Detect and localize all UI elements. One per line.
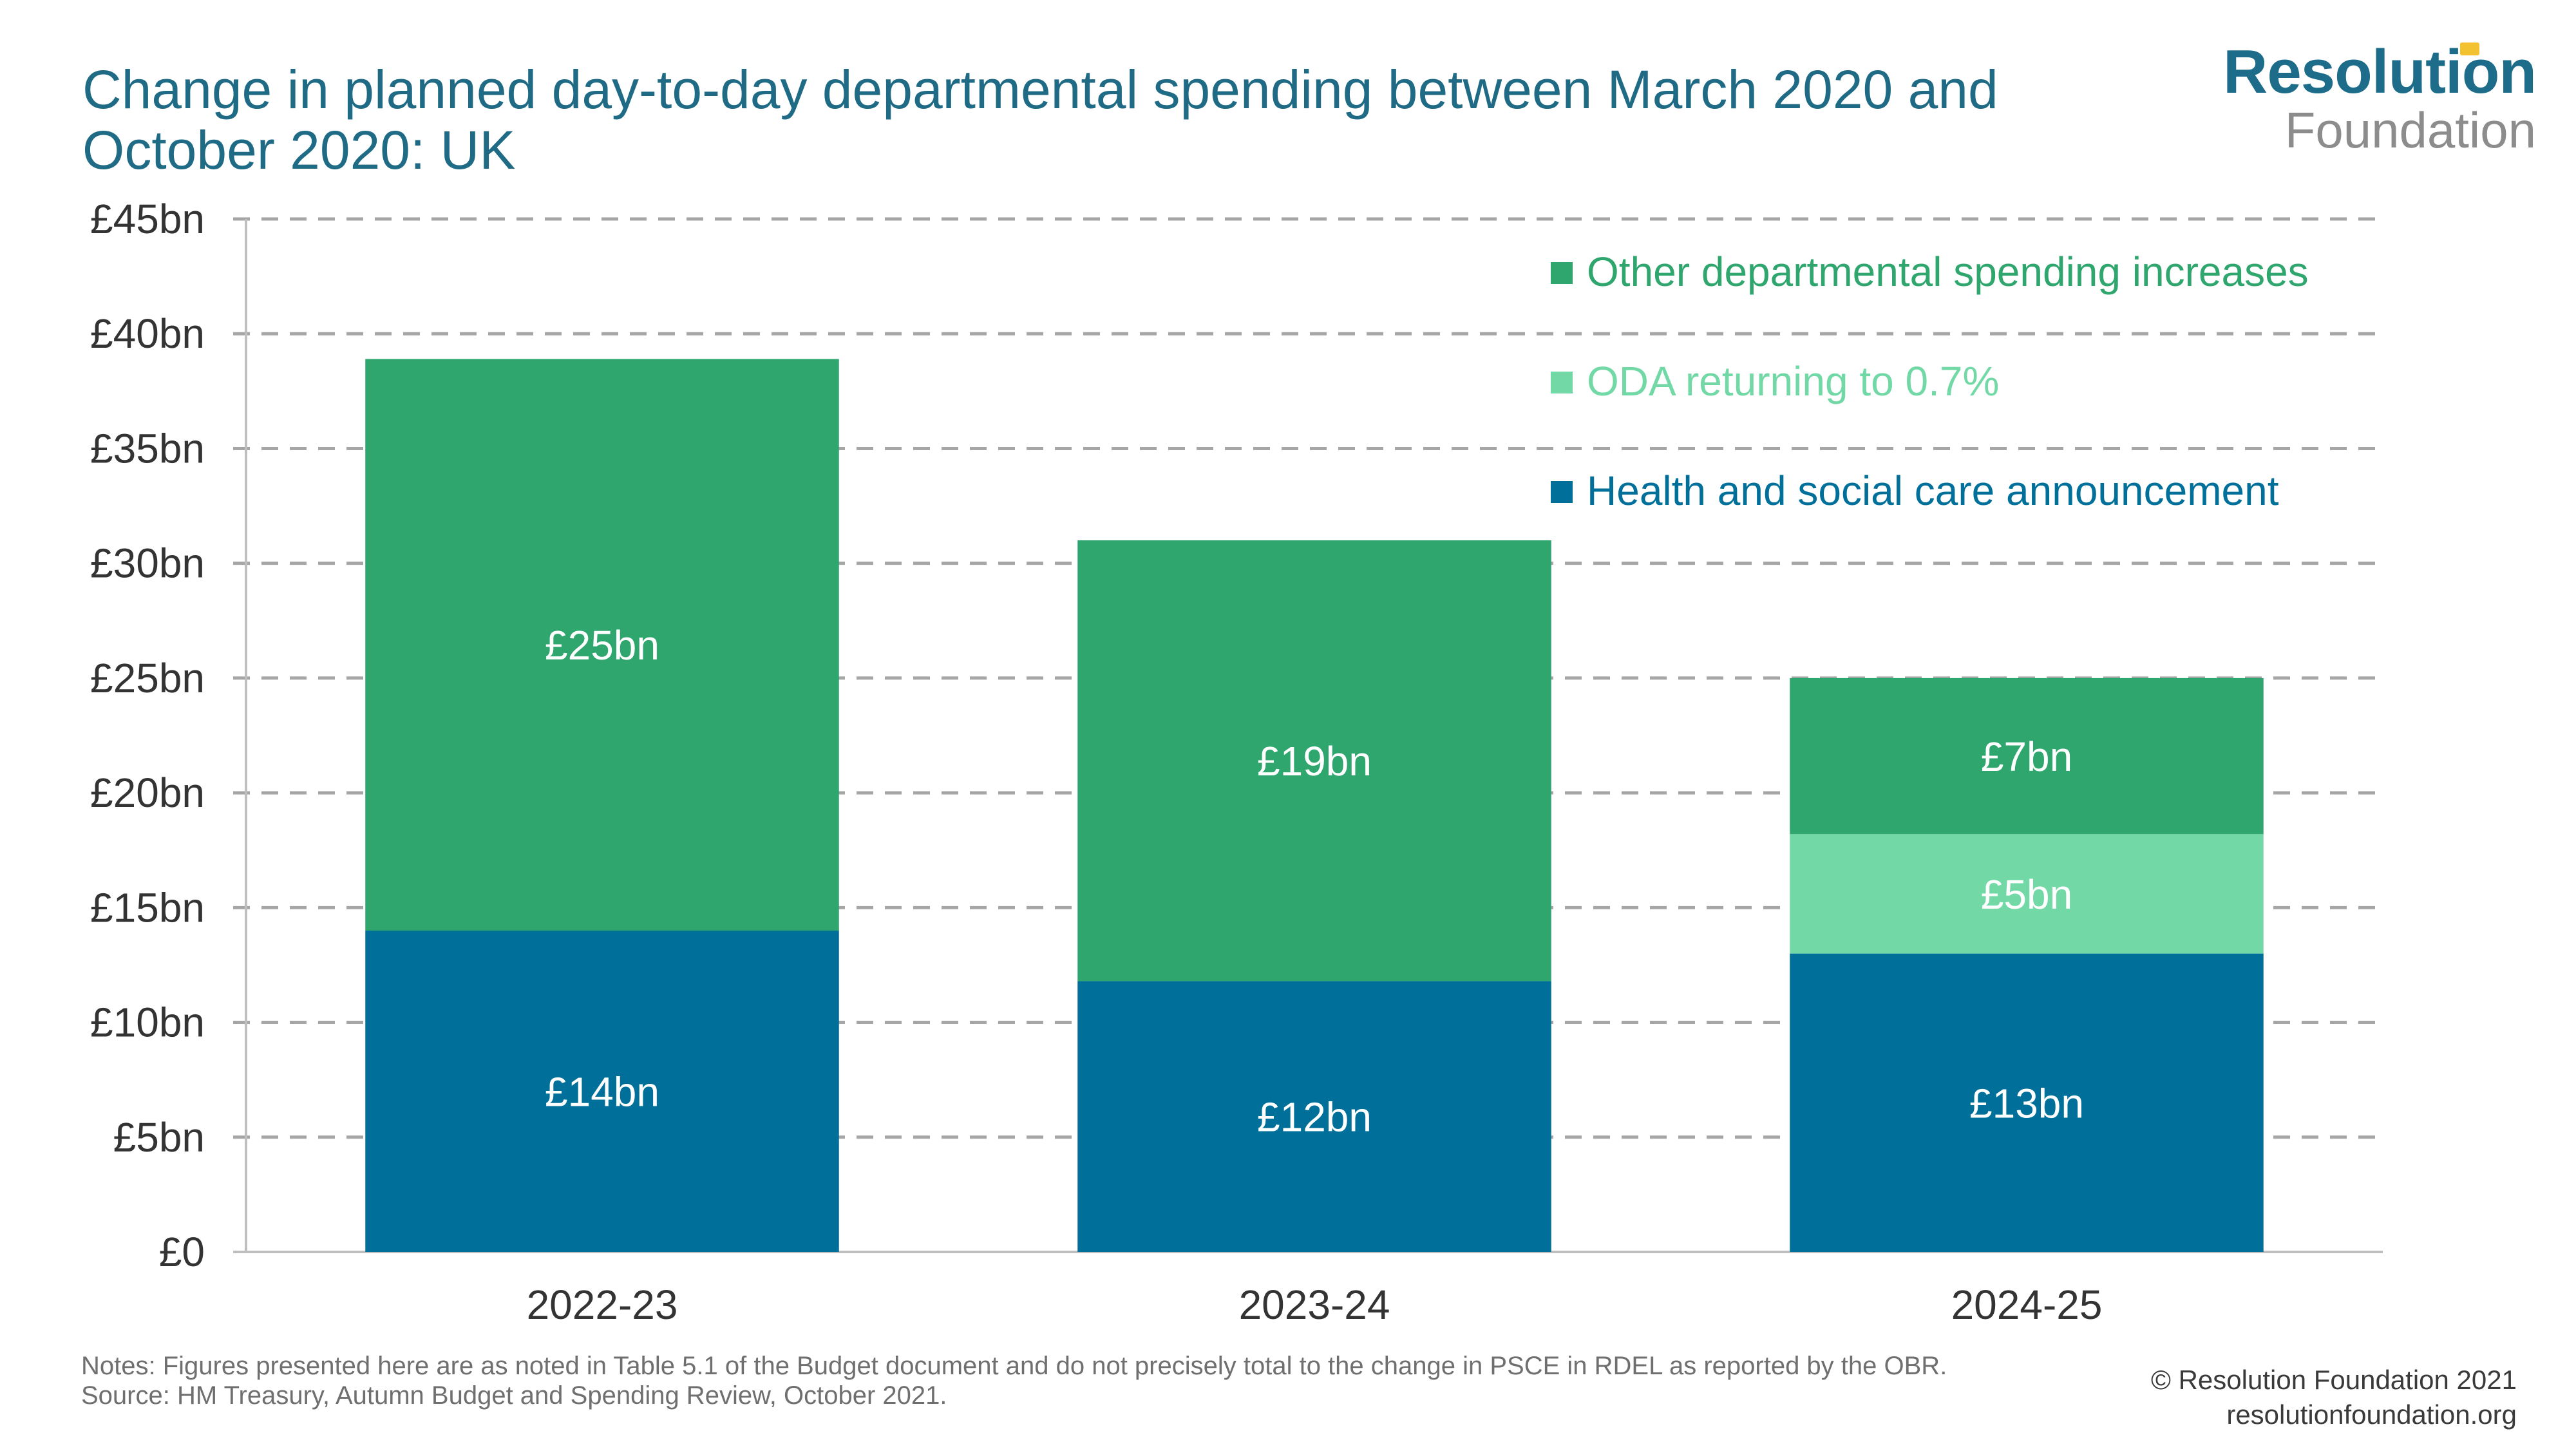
resolution-foundation-logo: Resolution Foundation	[2223, 37, 2537, 158]
legend: Other departmental spending increases ODA…	[1551, 249, 2309, 514]
website-link[interactable]: resolutionfoundation.org	[2226, 1399, 2517, 1430]
y-tick-label: £5bn	[113, 1114, 205, 1160]
data-label: £12bn	[1257, 1094, 1372, 1141]
x-tick-label: 2022-23	[527, 1282, 678, 1328]
copyright-text: © Resolution Foundation 2021	[2150, 1365, 2517, 1395]
data-label: £14bn	[545, 1068, 659, 1115]
legend-label: Health and social care announcement	[1587, 468, 2279, 514]
legend-swatch	[1551, 372, 1573, 393]
data-label: £13bn	[1969, 1080, 2084, 1126]
y-tick-label: £15bn	[90, 884, 205, 931]
y-tick-label: £45bn	[90, 196, 205, 242]
copyright-block: © Resolution Foundation 2021 resolutionf…	[2151, 1363, 2517, 1432]
y-tick-label: £30bn	[90, 540, 205, 587]
x-tick-label: 2024-25	[1951, 1282, 2103, 1328]
y-tick-label: £25bn	[90, 655, 205, 701]
data-label: £25bn	[545, 622, 659, 668]
bar-segment	[1077, 540, 1551, 981]
bar-segment	[365, 359, 839, 931]
bar-segment	[1790, 953, 2264, 1252]
bar-segment	[1790, 834, 2264, 954]
logo-accent-mark	[2460, 43, 2479, 55]
notes-text: Notes: Figures presented here are as not…	[81, 1352, 1947, 1380]
y-tick-label: £20bn	[90, 770, 205, 816]
bar-segment	[1077, 981, 1551, 1252]
logo-main-text: Resolution	[2223, 37, 2537, 106]
x-axis-ticks: 2022-23 2023-24 2024-25	[527, 1282, 2103, 1328]
bar-segment	[365, 930, 839, 1252]
source-text: Source: HM Treasury, Autumn Budget and S…	[81, 1381, 947, 1410]
y-tick-label: £40bn	[90, 310, 205, 357]
y-axis-ticks: £0 £5bn £10bn £15bn £20bn £25bn £30bn £35bn £40b…	[90, 196, 205, 1275]
y-tick-label: £35bn	[90, 425, 205, 471]
data-label: £19bn	[1257, 738, 1372, 784]
chart-notes: Notes: Figures presented here are as not…	[81, 1351, 1947, 1410]
y-tick-label: £10bn	[90, 999, 205, 1046]
legend-swatch	[1551, 262, 1573, 284]
chart-title: Change in planned day-to-day departmenta…	[82, 59, 1998, 180]
data-label: £5bn	[1981, 871, 2072, 918]
x-tick-label: 2023-24	[1239, 1282, 1390, 1328]
bars: £14bn £25bn £12bn £19bn £13bn £5bn £7bn	[365, 359, 2264, 1252]
bar-segment	[1790, 677, 2264, 835]
logo-sub-text: Foundation	[2284, 102, 2536, 158]
legend-swatch	[1551, 481, 1573, 503]
legend-label: Other departmental spending increases	[1587, 249, 2309, 295]
y-tick-label: £0	[159, 1229, 205, 1275]
data-label: £7bn	[1981, 734, 2072, 780]
legend-label: ODA returning to 0.7%	[1587, 358, 1999, 404]
